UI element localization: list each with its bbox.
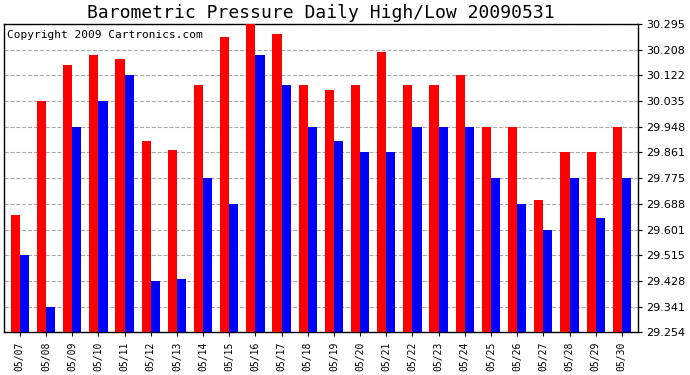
Bar — [46, 307, 55, 332]
Bar — [543, 230, 553, 332]
Bar — [455, 75, 465, 332]
Bar — [560, 152, 569, 332]
Bar — [72, 127, 81, 332]
Bar — [177, 279, 186, 332]
Bar — [141, 141, 150, 332]
Bar — [150, 281, 160, 332]
Bar — [299, 84, 308, 332]
Bar — [569, 178, 579, 332]
Bar — [429, 84, 439, 332]
Bar — [37, 101, 46, 332]
Bar — [586, 152, 595, 332]
Bar — [89, 55, 99, 332]
Bar — [220, 37, 229, 332]
Bar — [229, 204, 239, 332]
Bar — [273, 34, 282, 332]
Bar — [255, 55, 264, 332]
Bar — [622, 178, 631, 332]
Bar — [439, 127, 448, 332]
Bar — [404, 84, 413, 332]
Bar — [99, 101, 108, 332]
Bar — [115, 59, 125, 332]
Bar — [334, 141, 343, 332]
Bar — [595, 218, 605, 332]
Bar — [518, 204, 526, 332]
Bar — [360, 152, 369, 332]
Bar — [125, 75, 134, 332]
Bar — [11, 215, 20, 332]
Bar — [377, 52, 386, 332]
Bar — [246, 24, 255, 332]
Text: Copyright 2009 Cartronics.com: Copyright 2009 Cartronics.com — [8, 30, 203, 40]
Bar — [325, 90, 334, 332]
Bar — [203, 178, 213, 332]
Bar — [482, 127, 491, 332]
Bar — [20, 255, 29, 332]
Bar — [413, 127, 422, 332]
Bar — [613, 127, 622, 332]
Title: Barometric Pressure Daily High/Low 20090531: Barometric Pressure Daily High/Low 20090… — [87, 4, 555, 22]
Bar — [534, 200, 543, 332]
Bar — [386, 152, 395, 332]
Bar — [63, 65, 72, 332]
Bar — [351, 84, 360, 332]
Bar — [465, 127, 474, 332]
Bar — [308, 127, 317, 332]
Bar — [168, 150, 177, 332]
Bar — [282, 84, 290, 332]
Bar — [491, 178, 500, 332]
Bar — [194, 84, 203, 332]
Bar — [508, 127, 518, 332]
